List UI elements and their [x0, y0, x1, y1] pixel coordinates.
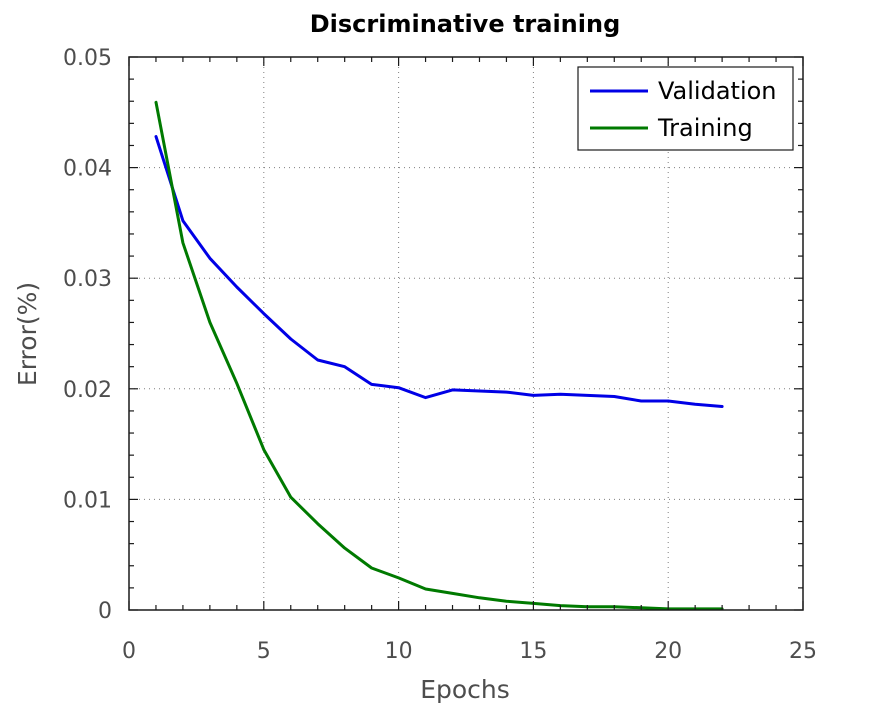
y-tick-label: 0.04 [63, 157, 112, 182]
x-axis-label: Epochs [420, 675, 510, 704]
series-line-validation [154, 135, 724, 408]
x-tick-label: 0 [122, 639, 136, 664]
series-lines [154, 100, 724, 611]
y-tick-label: 0.02 [63, 378, 112, 403]
x-tick-label: 10 [385, 639, 413, 664]
legend-label-training: Training [657, 114, 753, 142]
y-tick-label: 0.03 [63, 267, 112, 292]
y-tick-label: 0 [98, 599, 112, 624]
chart-title: Discriminative training [310, 10, 621, 38]
y-tick-label: 0.01 [63, 488, 112, 513]
legend-label-validation: Validation [658, 77, 777, 105]
x-tick-label: 5 [257, 639, 271, 664]
y-axis-tick-labels: 0 0.01 0.02 0.03 0.04 0.05 [63, 46, 112, 624]
y-axis-label: Error(%) [13, 282, 42, 386]
x-tick-label: 25 [789, 639, 817, 664]
legend: Validation Training [577, 66, 794, 151]
x-axis-tick-labels: 0 5 10 15 20 25 [122, 639, 817, 664]
series-line-training [154, 100, 724, 611]
x-tick-label: 15 [519, 639, 547, 664]
plot-area [128, 56, 804, 611]
grid-lines [129, 57, 803, 610]
y-tick-label: 0.05 [63, 46, 112, 71]
axis-ticks [128, 56, 804, 611]
x-tick-label: 20 [654, 639, 682, 664]
legend-box [577, 66, 794, 151]
